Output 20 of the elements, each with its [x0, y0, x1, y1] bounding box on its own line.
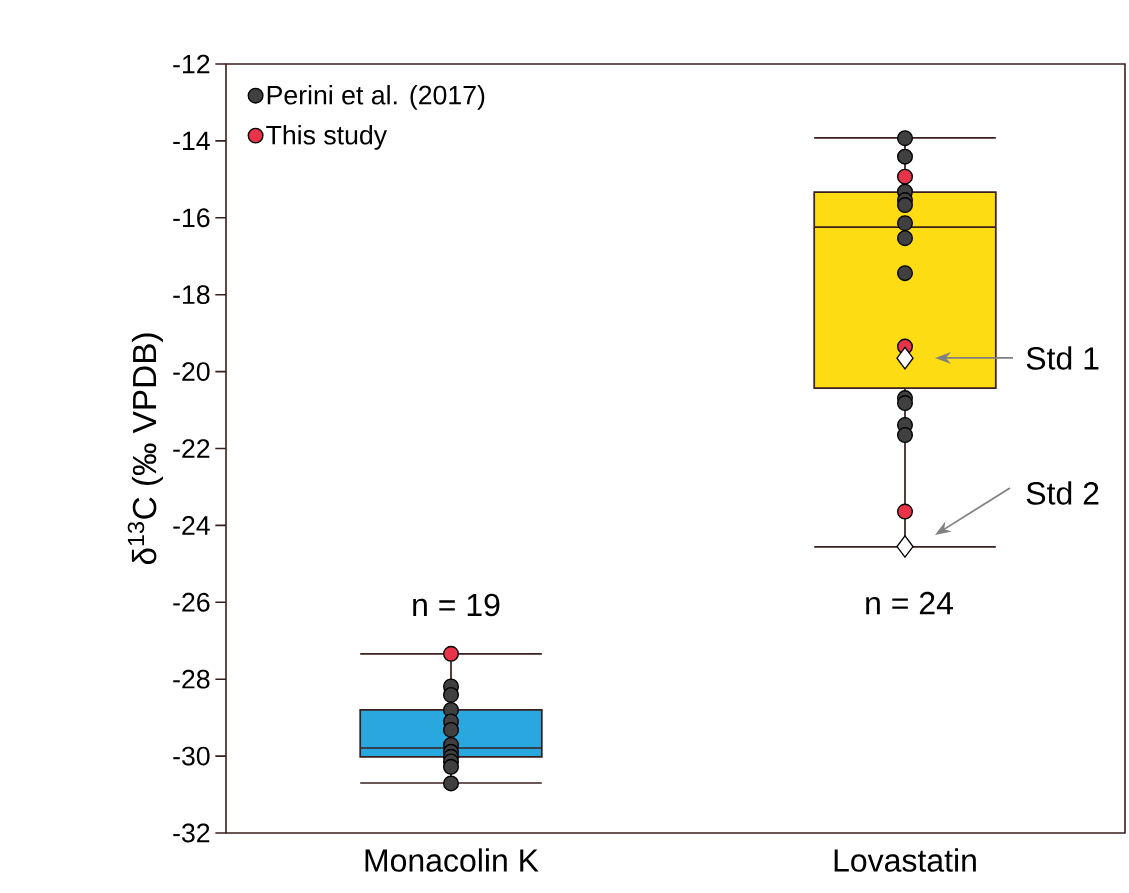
y-tick-label: -14: [173, 131, 210, 151]
y-tick-label: -12: [173, 54, 210, 74]
annotation: n = 24: [866, 591, 953, 615]
y-tick-label: -28: [173, 669, 210, 689]
y-tick-label: -30: [173, 746, 210, 766]
x-tick-label: Monacolin K: [365, 848, 539, 872]
y-tick-label: -26: [173, 592, 210, 612]
y-tick-label: -18: [173, 285, 210, 305]
y-tick-label: -20: [173, 362, 210, 382]
annotation: Std 2: [1026, 481, 1099, 505]
y-tick-label: -22: [173, 439, 210, 458]
y-tick-label: -24: [173, 516, 210, 535]
y-axis-title: δ$^{13}$C (‰ VPDB): [127, 333, 163, 565]
x-tick-label: Lovastatin: [834, 848, 976, 872]
legend-label: This study: [266, 124, 388, 150]
legend-label: Perini et al. (2017): [267, 84, 485, 110]
y-tick-label: -16: [173, 208, 210, 228]
annotation: n = 19: [413, 593, 500, 617]
y-tick-label: -32: [173, 823, 210, 843]
annotation: Std 1: [1026, 346, 1099, 370]
